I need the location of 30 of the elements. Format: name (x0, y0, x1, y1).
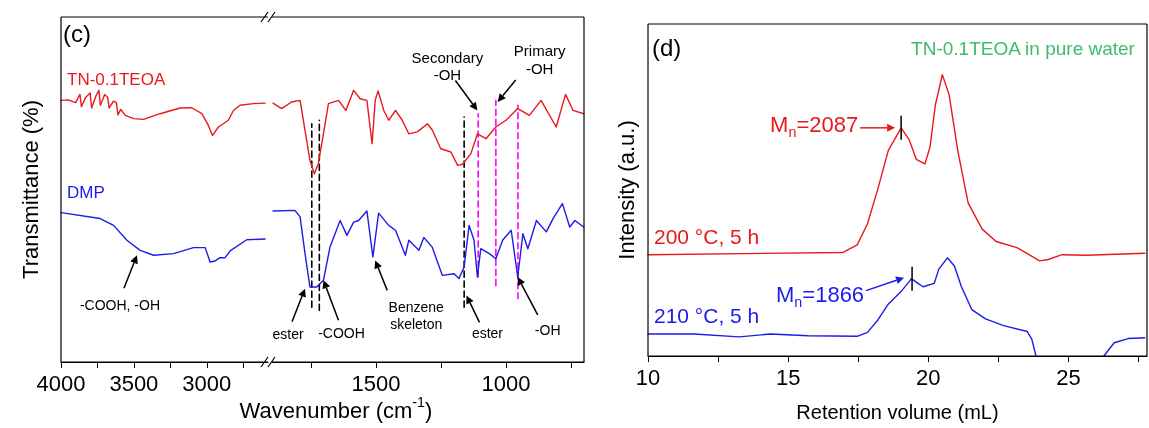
annotation: Primary -OH (513, 41, 567, 77)
series-label: DMP (67, 182, 105, 202)
y-axis-title: Intensity (a.u.) (613, 120, 639, 260)
chart-title: TN-0.1TEOA in pure water (911, 38, 1136, 59)
annotation: Benzene skeleton (388, 299, 445, 332)
x-tick-label: 15 (775, 364, 801, 390)
x-tick-label: 1000 (481, 370, 531, 396)
annotation: ester (272, 325, 304, 342)
x-tick-label: 10 (635, 364, 661, 390)
x-axis-title: Wavenumber (cm$^{-1}$) (239, 394, 433, 423)
x-tick-label: 20 (916, 364, 941, 390)
annotation: M$_{n}$=2087 (770, 111, 859, 140)
annotation: ester (471, 325, 504, 342)
series-label: 210 °C, 5 h (654, 304, 760, 328)
x-tick-label: 4000 (36, 370, 86, 396)
x-axis-title: Retention volume (mL) (796, 401, 999, 423)
text: (d) (652, 33, 682, 61)
series-label: TN-0.1TEOA (67, 70, 166, 90)
annotation: -OH (534, 321, 561, 338)
annotation: -COOH (318, 325, 365, 342)
series-label: 200 °C, 5 h (654, 224, 760, 248)
x-tick-label: 3000 (182, 370, 232, 396)
x-tick-label: 3500 (109, 370, 159, 396)
text: (c) (63, 19, 91, 47)
annotation: Secondary -OH (411, 48, 484, 83)
y-axis-title: Transmittance (%) (17, 100, 43, 279)
annotation: M$_{n}$=1866 (776, 281, 865, 310)
annotation: -COOH, -OH (79, 297, 160, 314)
x-tick-label: 25 (1056, 364, 1081, 390)
x-tick-label: 1500 (351, 370, 401, 396)
